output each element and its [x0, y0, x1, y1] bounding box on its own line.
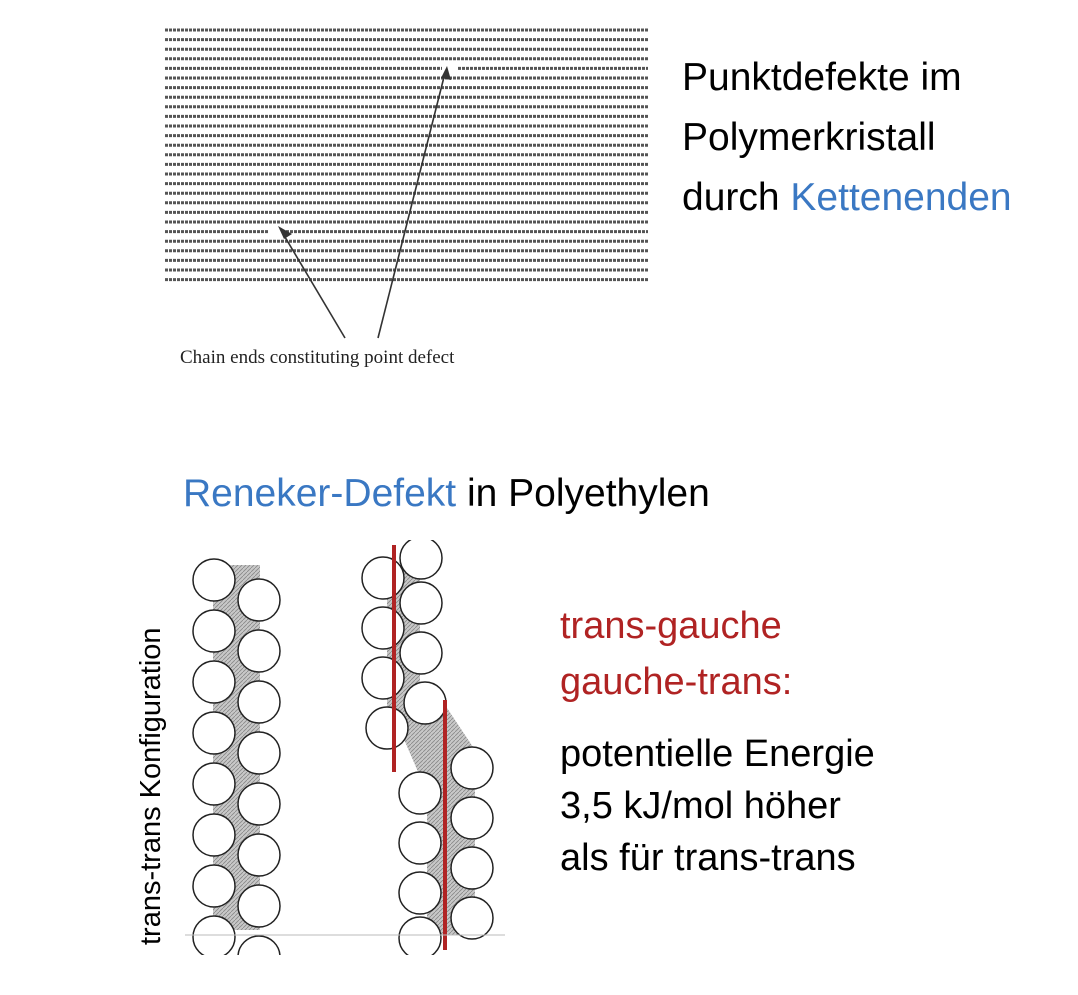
point-defect-title: Punktdefekte im Polymerkristall durch Ke…: [682, 48, 1012, 228]
chain-lines-figure: [165, 28, 648, 339]
title-line-3: durch Kettenenden: [682, 168, 1012, 228]
defect-arrow-left: [281, 231, 346, 339]
carbon-atom: [361, 556, 405, 600]
carbon-atom: [237, 782, 281, 826]
carbon-atom: [450, 796, 494, 840]
carbon-atom: [450, 746, 494, 790]
carbon-atom: [192, 711, 236, 755]
reneker-defect-chain: [361, 540, 494, 955]
carbon-atom: [192, 609, 236, 653]
carbon-atom: [192, 864, 236, 908]
carbon-atom: [237, 935, 281, 955]
title-line-1: Punktdefekte im: [682, 56, 962, 99]
energy-line-2: 3,5 kJ/mol höher: [560, 785, 841, 827]
title-line-2: Polymerkristall: [682, 116, 936, 159]
carbon-atom: [398, 821, 442, 865]
carbon-atom: [192, 813, 236, 857]
carbon-atom: [403, 681, 447, 725]
trans-trans-atoms: [192, 558, 281, 955]
figure-caption: Chain ends constituting point defect: [180, 347, 455, 368]
carbon-atom: [237, 680, 281, 724]
defect-arrowhead-right: [441, 66, 451, 80]
carbon-atom: [399, 581, 443, 625]
carbon-atom: [450, 846, 494, 890]
carbon-atom: [237, 629, 281, 673]
polymer-chain-lines: [165, 28, 648, 282]
carbon-atom: [398, 916, 442, 955]
carbon-atom: [237, 833, 281, 877]
red-line-1: trans-gauche: [560, 605, 782, 647]
carbon-atom: [399, 631, 443, 675]
carbon-atom: [399, 540, 443, 580]
energy-description: potentielle Energie 3,5 kJ/mol höher als…: [560, 728, 875, 884]
carbon-atom: [192, 660, 236, 704]
carbon-atom: [237, 884, 281, 928]
energy-line-3: als für trans-trans: [560, 837, 856, 879]
chain-ends-highlight: Kettenenden: [790, 176, 1012, 219]
red-line-2: gauche-trans:: [560, 661, 793, 703]
defect-arrowhead-left: [278, 226, 292, 239]
carbon-atom: [361, 606, 405, 650]
defect-chain-atoms: [361, 540, 494, 955]
carbon-atom: [192, 762, 236, 806]
carbon-atom: [398, 871, 442, 915]
carbon-atom: [398, 771, 442, 815]
reneker-heading: Reneker-Defekt in Polyethylen: [183, 472, 710, 516]
carbon-atom: [450, 896, 494, 940]
carbon-atom: [365, 706, 409, 750]
heading-rest: in Polyethylen: [456, 472, 710, 515]
carbon-atom: [237, 731, 281, 775]
carbon-atom: [192, 915, 236, 955]
defect-arrow-right: [377, 72, 446, 339]
polyethylene-chain-diagram: [185, 540, 505, 955]
carbon-atom: [237, 578, 281, 622]
conformation-label: trans-gauche gauche-trans:: [560, 598, 792, 710]
reneker-defect-highlight: Reneker-Defekt: [183, 472, 457, 515]
trans-trans-label: trans-trans Konfiguration: [135, 627, 167, 945]
carbon-atom: [361, 656, 405, 700]
energy-line-1: potentielle Energie: [560, 733, 875, 775]
carbon-atom: [192, 558, 236, 602]
title-line-3-prefix: durch: [682, 176, 791, 219]
trans-trans-chain: [192, 558, 281, 955]
